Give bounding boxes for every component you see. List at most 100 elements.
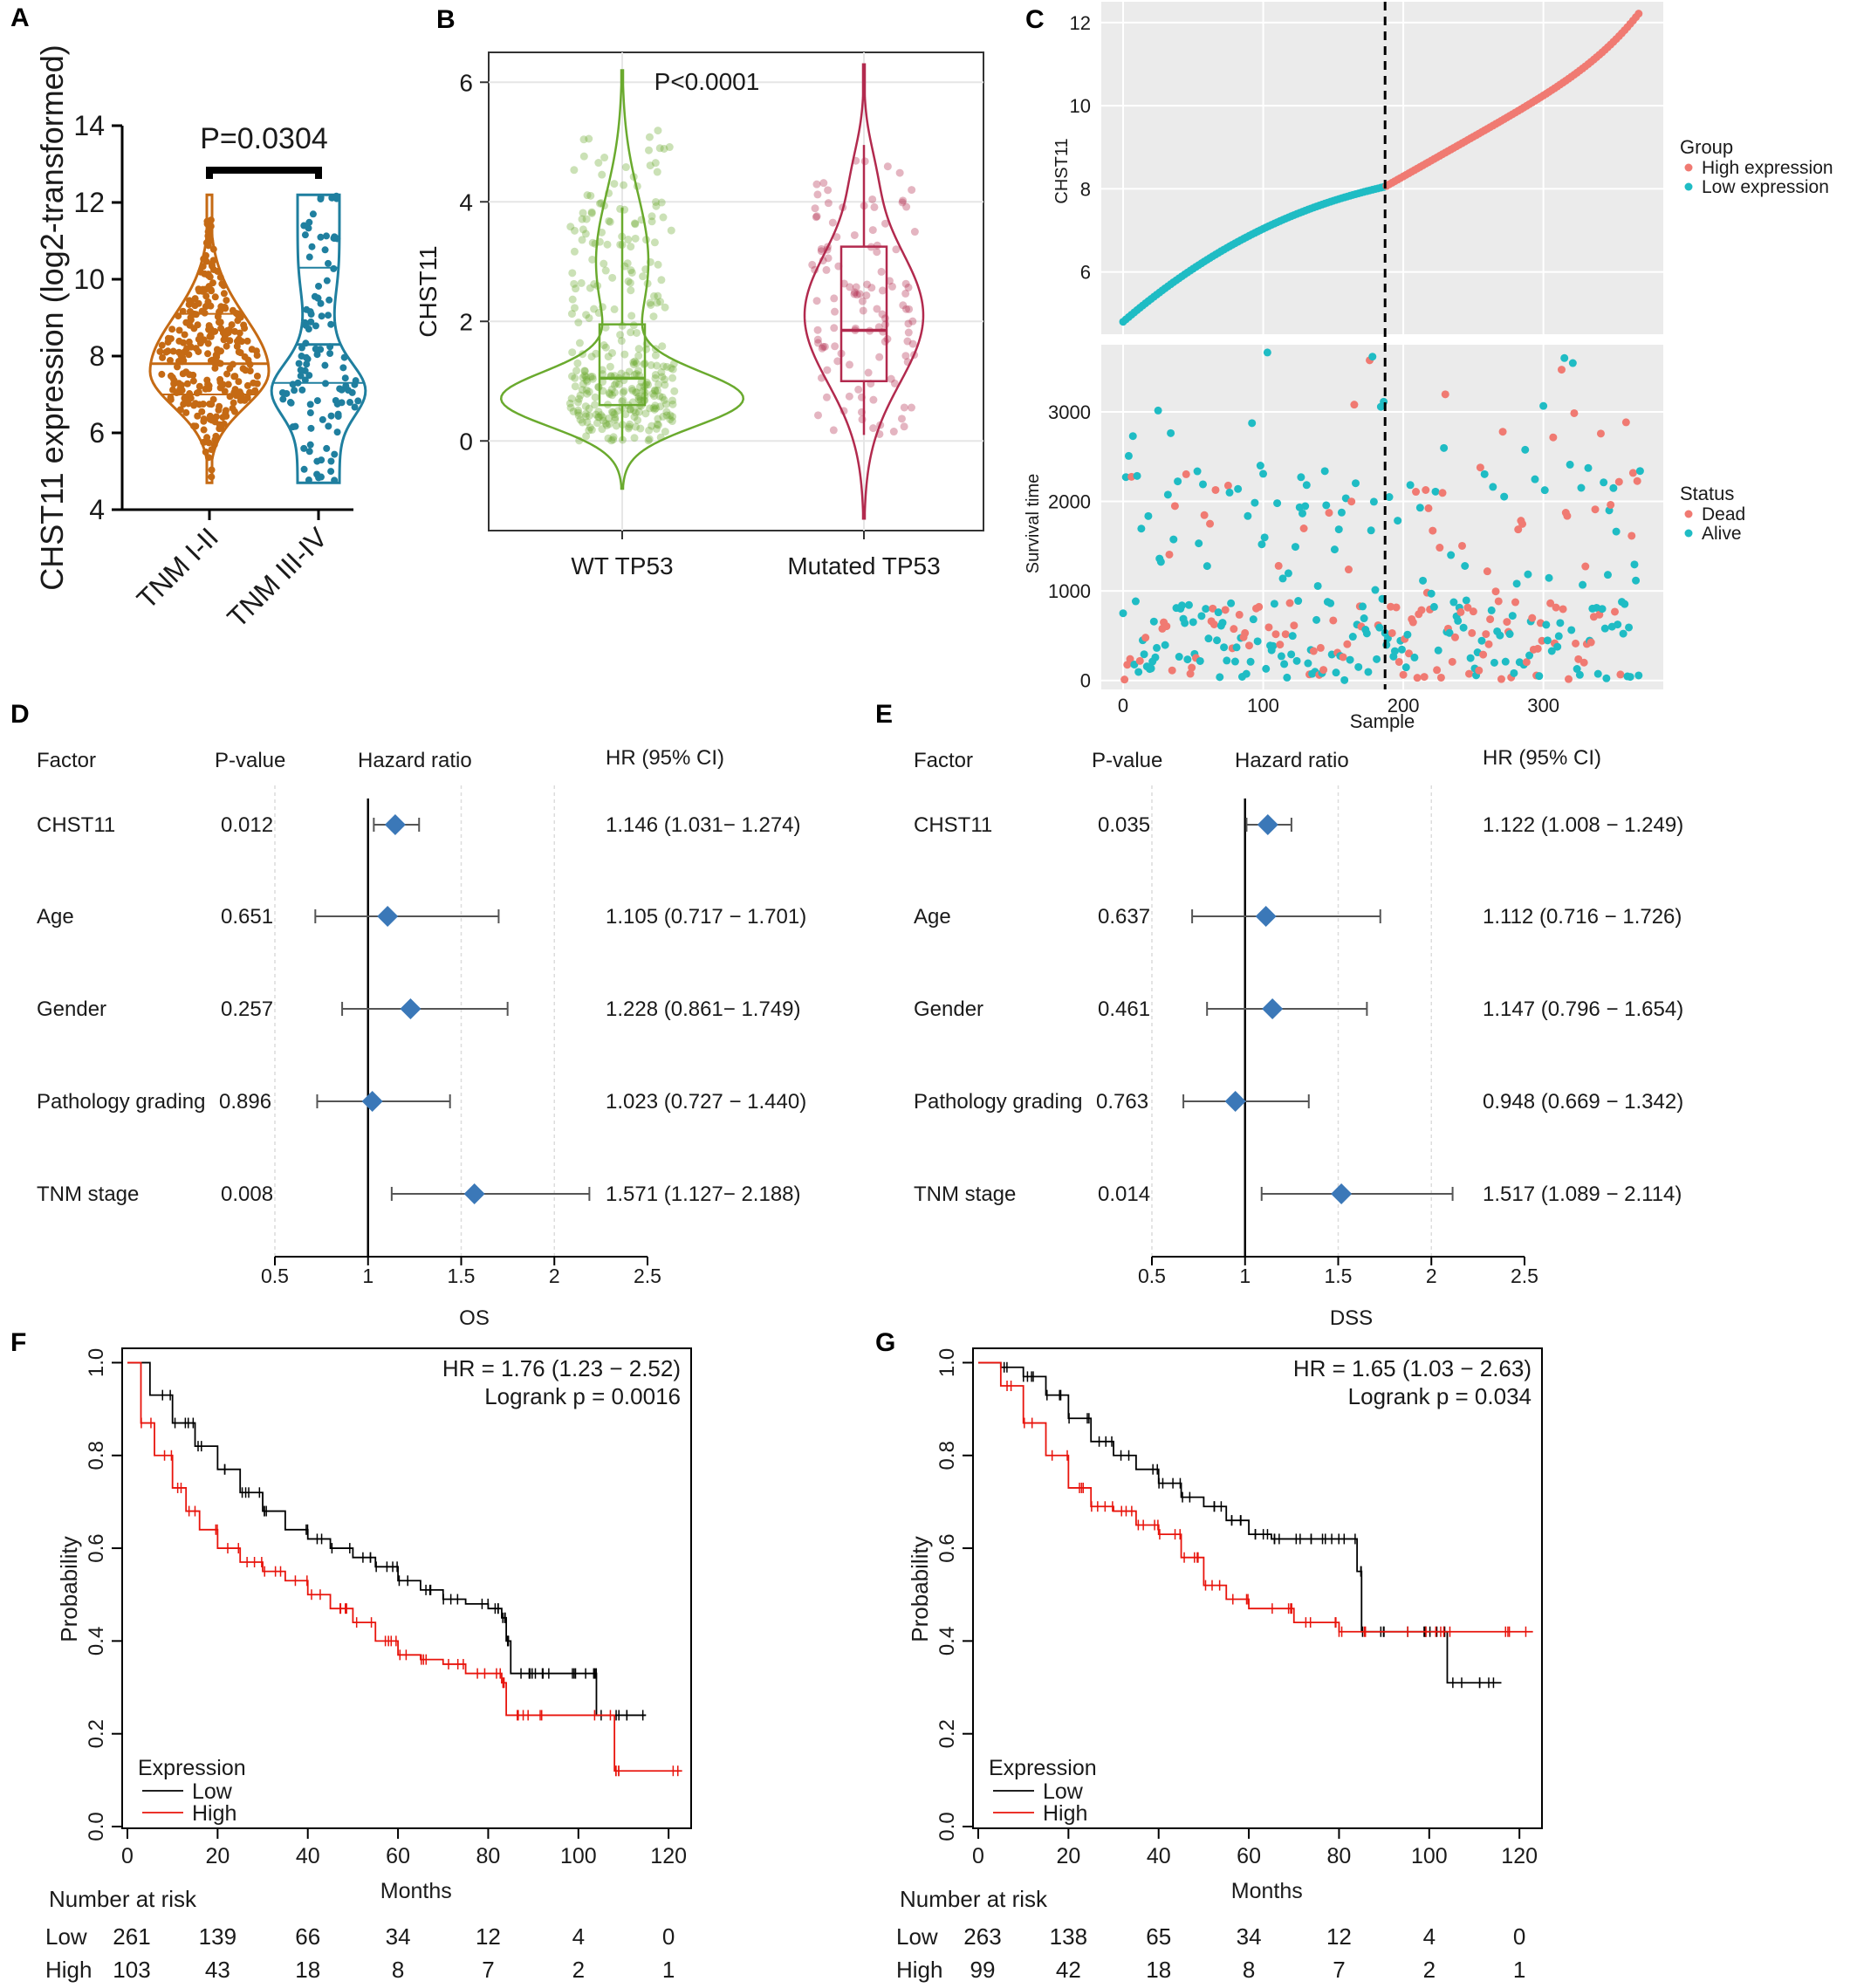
risk-count: 66 — [295, 1923, 320, 1950]
data-point — [652, 424, 661, 433]
data-point — [839, 407, 848, 415]
x-tick-label: 20 — [1056, 1844, 1080, 1868]
data-point — [1186, 669, 1195, 678]
panel-label-a: A — [10, 3, 30, 32]
data-point — [899, 301, 908, 310]
data-point — [583, 191, 592, 200]
data-point — [1385, 493, 1394, 502]
hr-marker — [1257, 814, 1278, 835]
data-point — [662, 411, 671, 420]
data-point — [576, 391, 585, 400]
y-axis-label: CHST11 — [1052, 138, 1072, 203]
panel-label-c: C — [1025, 5, 1045, 34]
data-point — [1182, 470, 1190, 478]
data-point — [300, 465, 308, 473]
data-point — [903, 358, 912, 367]
data-point — [579, 209, 587, 217]
data-point — [1484, 640, 1493, 648]
data-point — [901, 279, 910, 288]
data-point — [812, 213, 820, 222]
data-point — [585, 387, 593, 396]
data-point — [1294, 597, 1303, 606]
data-point — [814, 339, 823, 347]
p-value: 0.012 — [221, 813, 273, 837]
data-point — [1434, 646, 1442, 655]
data-point — [1392, 603, 1401, 612]
data-point — [649, 291, 658, 300]
data-point — [668, 365, 677, 374]
data-point — [1213, 636, 1222, 645]
data-point — [1301, 502, 1310, 511]
data-point — [1248, 419, 1257, 428]
y-tick-label: 0.2 — [935, 1719, 959, 1748]
data-point — [230, 399, 237, 407]
data-point — [854, 385, 863, 394]
data-point — [624, 277, 633, 285]
risk-count: 12 — [476, 1923, 501, 1950]
data-point — [1614, 477, 1623, 486]
data-point — [315, 474, 323, 482]
data-point — [300, 444, 308, 452]
data-point — [636, 396, 645, 405]
data-point — [1280, 660, 1289, 668]
data-point — [1196, 656, 1204, 665]
data-point — [1429, 602, 1438, 611]
data-point — [658, 393, 667, 401]
hr-marker — [1262, 998, 1284, 1019]
data-point — [1244, 511, 1252, 520]
data-point — [1368, 353, 1377, 361]
p-value: 0.461 — [1098, 997, 1150, 1021]
data-point — [606, 390, 614, 399]
data-point — [1256, 462, 1264, 470]
column-header: P-value — [1092, 749, 1162, 772]
data-point — [211, 364, 219, 372]
risk-count: 2 — [572, 1957, 585, 1983]
data-point — [278, 389, 286, 397]
data-point — [654, 421, 663, 429]
data-point — [588, 373, 597, 381]
data-point — [1616, 670, 1625, 679]
p-value: 0.651 — [221, 905, 273, 929]
data-point — [650, 392, 659, 401]
data-point — [653, 168, 661, 176]
data-point — [1269, 641, 1278, 650]
data-point — [1540, 486, 1549, 495]
data-point — [571, 374, 579, 382]
data-point — [660, 395, 668, 404]
data-point — [600, 341, 608, 350]
hr-ci-text: 1.023 (0.727 − 1.440) — [606, 1090, 806, 1114]
data-point — [621, 163, 630, 172]
data-point — [581, 412, 590, 421]
y-tick-label: 0.0 — [85, 1812, 108, 1841]
data-point — [905, 305, 914, 313]
legend-label: High expression — [1702, 158, 1833, 178]
data-point — [1556, 619, 1565, 627]
data-point — [221, 387, 229, 395]
data-point — [613, 407, 622, 415]
data-point — [594, 309, 603, 318]
data-point — [1288, 632, 1297, 641]
risk-count: 34 — [386, 1923, 411, 1950]
data-point — [631, 220, 640, 229]
data-point — [629, 406, 638, 415]
data-point — [655, 392, 664, 401]
violin-outline — [803, 63, 925, 520]
data-point — [580, 371, 589, 380]
data-point — [243, 381, 251, 389]
risk-count: 8 — [392, 1957, 404, 1983]
data-point — [305, 253, 313, 261]
data-point — [897, 415, 906, 423]
data-point — [877, 267, 886, 276]
data-point — [307, 318, 315, 326]
data-point — [327, 412, 335, 420]
data-point — [598, 303, 606, 312]
panel-label-g: G — [875, 1328, 895, 1357]
data-point — [651, 159, 660, 168]
data-point — [823, 245, 832, 254]
data-point — [169, 347, 177, 355]
data-point — [1634, 671, 1643, 680]
data-point — [1463, 603, 1472, 612]
data-point — [599, 413, 607, 422]
data-point — [1438, 489, 1447, 497]
survival-curve — [978, 1361, 1533, 1633]
